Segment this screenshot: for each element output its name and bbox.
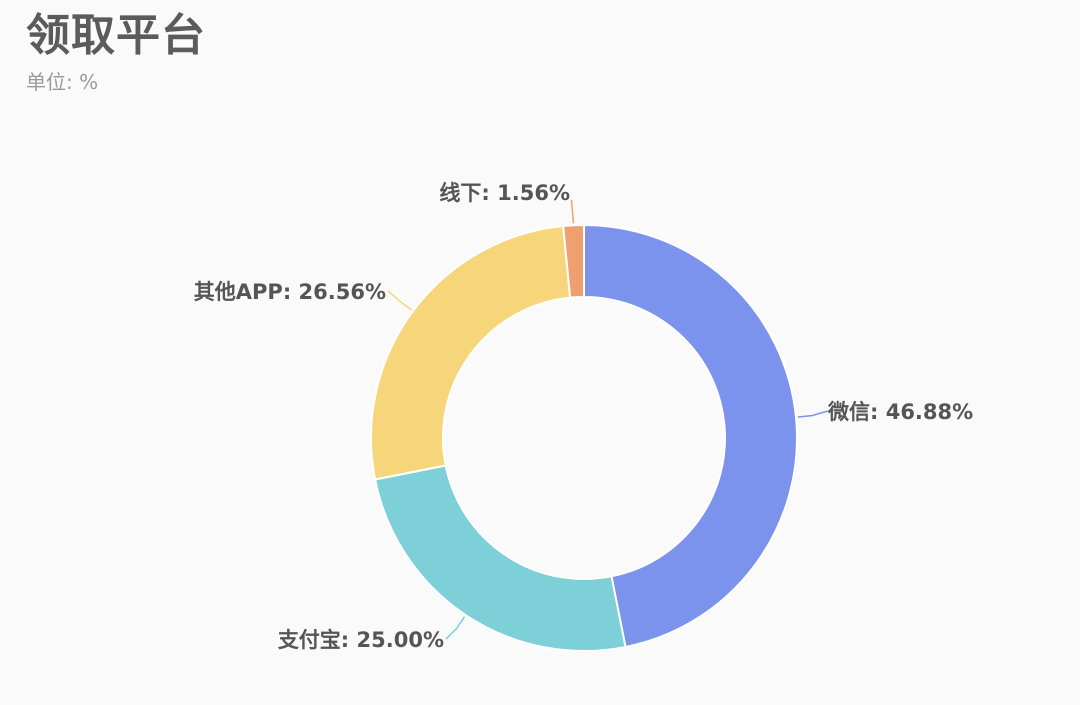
slice-3[interactable]	[370, 224, 572, 481]
slice-label-2: 支付宝: 25.00%	[278, 628, 444, 652]
leader-line-4	[570, 199, 575, 224]
chart-title: 领取平台	[26, 10, 206, 61]
slice-label-4: 线下: 1.56%	[439, 181, 570, 205]
leader-line-1	[797, 410, 829, 418]
slice-label-1: 微信: 46.88%	[827, 400, 973, 424]
slice-1[interactable]	[583, 223, 798, 649]
slice-4[interactable]	[562, 223, 585, 299]
slice-labels: 微信: 46.88% 支付宝: 25.00% 其他APP: 26.56% 线下: 1.…	[194, 181, 973, 652]
label-leader-lines	[387, 199, 829, 640]
leader-line-3	[387, 290, 412, 311]
slice-label-3: 其他APP: 26.56%	[194, 280, 386, 304]
donut-slices	[370, 223, 798, 652]
chart-unit-subtitle: 单位: %	[26, 70, 99, 94]
slice-2[interactable]	[373, 464, 627, 652]
leader-line-2	[445, 616, 466, 640]
